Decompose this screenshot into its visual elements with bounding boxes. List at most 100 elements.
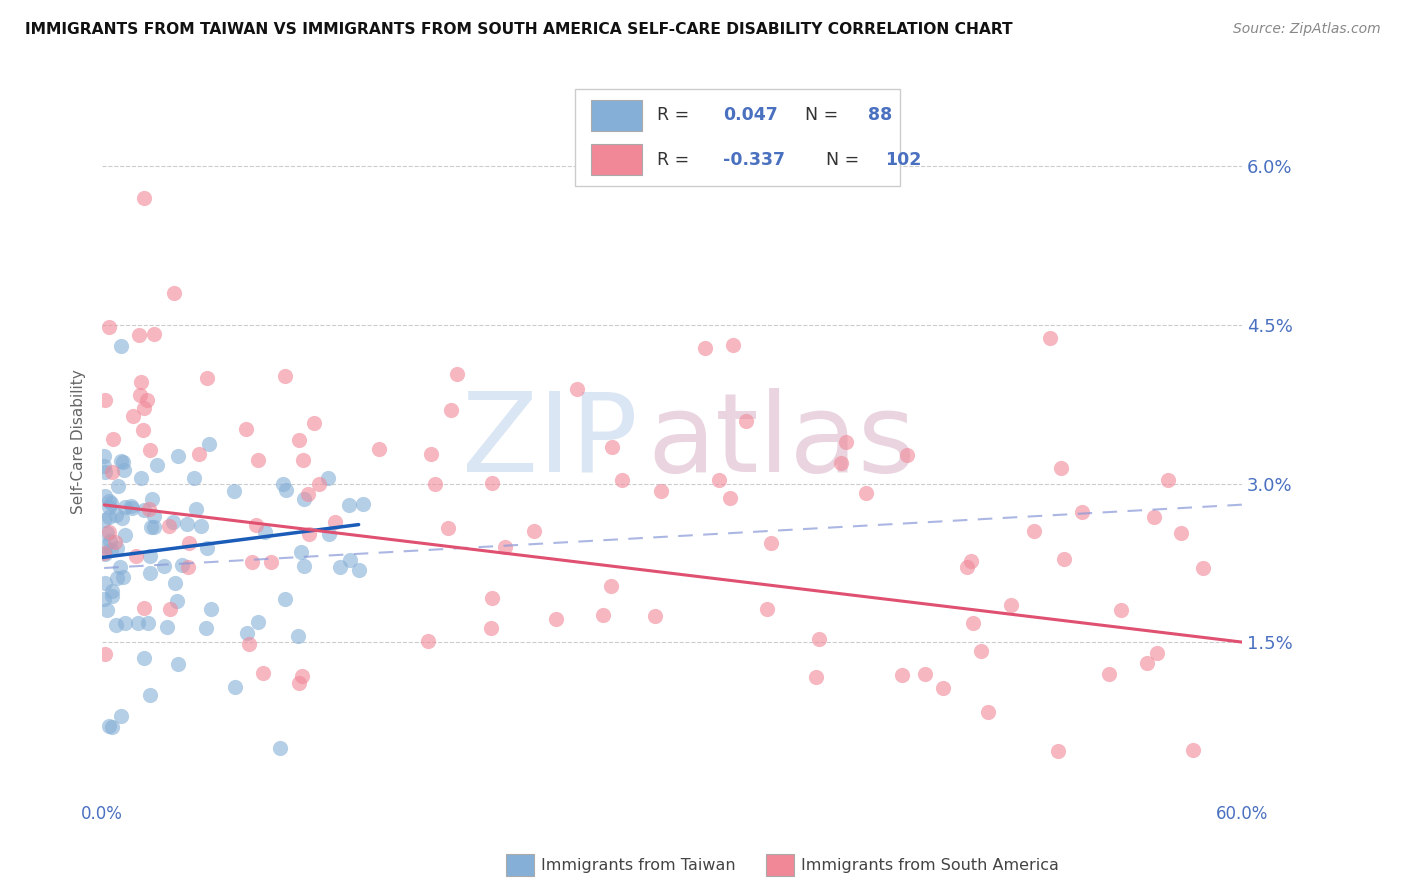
Point	[318, 527, 340, 541]
Point	[129, 388, 152, 402]
Point	[970, 644, 993, 658]
Point	[960, 554, 983, 568]
Point	[139, 549, 162, 564]
Point	[287, 629, 309, 643]
Point	[177, 535, 200, 549]
Text: atlas: atlas	[647, 388, 915, 495]
Point	[101, 589, 124, 603]
Point	[252, 665, 274, 680]
Point	[1170, 526, 1192, 541]
Point	[93, 449, 115, 463]
Point	[98, 500, 121, 514]
Point	[1182, 743, 1205, 757]
Point	[108, 559, 131, 574]
Point	[198, 437, 221, 451]
Point	[253, 525, 276, 540]
Text: N =: N =	[806, 106, 844, 124]
Text: Source: ZipAtlas.com: Source: ZipAtlas.com	[1233, 22, 1381, 37]
Point	[195, 371, 218, 385]
Point	[479, 622, 502, 636]
Point	[291, 452, 314, 467]
Point	[316, 470, 339, 484]
Point	[131, 375, 153, 389]
Point	[294, 558, 316, 573]
Point	[141, 520, 163, 534]
Point	[260, 556, 283, 570]
Point	[931, 681, 953, 696]
Bar	[591, 100, 643, 131]
Point	[437, 521, 460, 535]
Point	[337, 498, 360, 512]
Point	[599, 579, 621, 593]
Point	[835, 435, 858, 450]
Point	[94, 539, 117, 553]
Point	[93, 546, 115, 560]
Point	[104, 617, 127, 632]
Point	[302, 416, 325, 430]
FancyBboxPatch shape	[575, 89, 900, 186]
Point	[139, 442, 162, 457]
Point	[1024, 524, 1046, 538]
Point	[114, 500, 136, 515]
Point	[96, 525, 118, 540]
Point	[962, 616, 984, 631]
Point	[1046, 743, 1069, 757]
Point	[600, 440, 623, 454]
Text: N =: N =	[825, 151, 865, 169]
Point	[143, 508, 166, 523]
Point	[1000, 598, 1022, 612]
Point	[896, 448, 918, 462]
Point	[183, 471, 205, 485]
Point	[808, 632, 831, 646]
Point	[132, 191, 155, 205]
Point	[323, 515, 346, 529]
Point	[131, 471, 153, 485]
Point	[104, 535, 127, 549]
Point	[707, 473, 730, 487]
Text: 88: 88	[868, 106, 893, 124]
Point	[1192, 561, 1215, 575]
Point	[494, 540, 516, 554]
Text: 102: 102	[886, 151, 921, 169]
Point	[93, 591, 115, 606]
Point	[236, 626, 259, 640]
Point	[142, 520, 165, 534]
Point	[138, 688, 160, 702]
Point	[1157, 473, 1180, 487]
Text: ZIP: ZIP	[463, 388, 638, 495]
Point	[110, 709, 132, 723]
Point	[329, 560, 352, 574]
Point	[157, 519, 180, 533]
Point	[94, 393, 117, 408]
Point	[165, 575, 187, 590]
Text: Immigrants from South America: Immigrants from South America	[801, 858, 1059, 872]
Point	[100, 496, 122, 510]
Point	[274, 592, 297, 607]
Point	[290, 545, 312, 559]
Point	[98, 534, 121, 549]
Point	[612, 473, 634, 487]
Point	[1098, 666, 1121, 681]
Point	[94, 465, 117, 479]
Point	[650, 483, 672, 498]
Point	[855, 486, 877, 500]
Point	[166, 450, 188, 464]
Point	[956, 560, 979, 574]
Point	[176, 517, 198, 532]
Point	[308, 476, 330, 491]
Point	[125, 549, 148, 563]
Point	[1038, 331, 1060, 345]
Point	[1143, 510, 1166, 524]
Text: -0.337: -0.337	[723, 151, 786, 169]
Point	[132, 423, 155, 437]
Point	[188, 447, 211, 461]
Point	[224, 680, 246, 694]
Point	[288, 434, 311, 448]
Point	[298, 526, 321, 541]
Point	[423, 477, 446, 491]
Point	[274, 369, 297, 384]
Point	[269, 741, 291, 756]
Point	[112, 570, 135, 584]
Y-axis label: Self-Care Disability: Self-Care Disability	[72, 369, 86, 514]
Bar	[591, 145, 643, 176]
